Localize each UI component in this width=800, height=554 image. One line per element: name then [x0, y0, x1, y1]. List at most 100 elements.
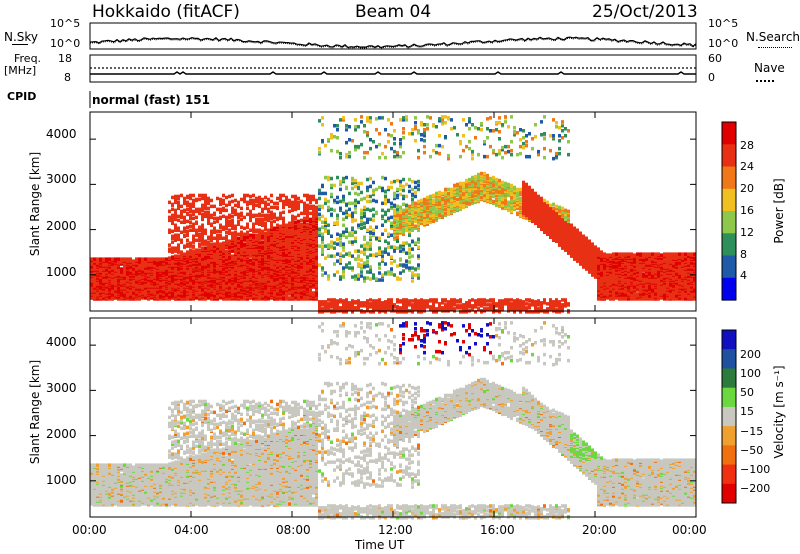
power-cell — [168, 228, 171, 232]
power-cell — [279, 211, 282, 216]
power-cell — [375, 236, 378, 240]
power-cell — [351, 230, 354, 234]
power-cell — [96, 291, 99, 295]
power-cell — [108, 270, 111, 274]
power-cell — [201, 212, 204, 217]
power-cell — [339, 233, 342, 237]
power-cell — [357, 299, 360, 303]
power-cell — [384, 219, 387, 224]
power-cell — [384, 228, 387, 232]
power-cell — [309, 263, 312, 267]
power-cell — [192, 286, 195, 290]
power-cell — [357, 262, 360, 266]
power-cell — [339, 206, 342, 211]
power-cell — [285, 231, 288, 235]
power-cell — [339, 306, 342, 310]
power-cell — [249, 286, 252, 290]
power-cell — [144, 292, 147, 296]
power-cell — [156, 293, 159, 297]
power-cell — [357, 254, 360, 258]
power-cell — [291, 214, 294, 219]
power-cell — [297, 285, 300, 289]
power-cell — [111, 281, 114, 285]
power-cell — [231, 231, 234, 235]
power-cell — [189, 216, 192, 221]
power-cell — [180, 220, 183, 224]
power-cell — [132, 259, 135, 263]
power-cell — [189, 244, 192, 248]
power-cell — [348, 207, 351, 212]
power-cell — [300, 267, 303, 271]
power-cell — [345, 252, 348, 256]
power-cell — [387, 307, 390, 311]
power-cell — [378, 116, 381, 120]
power-cell — [336, 232, 339, 236]
power-cell — [246, 212, 249, 217]
power-cell — [183, 288, 186, 292]
power-cell — [384, 210, 387, 215]
power-cell — [342, 118, 345, 122]
power-cell — [198, 253, 201, 257]
power-cell — [336, 220, 339, 224]
power-cell — [249, 228, 252, 232]
power-cell — [189, 241, 192, 245]
power-cell — [369, 270, 372, 274]
power-cell — [372, 140, 375, 144]
power-cell — [249, 198, 252, 203]
power-cell — [363, 150, 366, 155]
power-cell — [321, 204, 324, 209]
power-cell — [291, 295, 294, 299]
power-cell — [198, 248, 201, 252]
power-cell — [189, 220, 192, 224]
power-cell — [267, 213, 270, 218]
power-cell — [138, 257, 141, 261]
power-cell — [327, 306, 330, 310]
power-cell — [255, 235, 258, 239]
power-cell — [267, 207, 270, 212]
power-cell — [171, 294, 174, 298]
power-cell — [120, 278, 123, 282]
power-cell — [363, 155, 366, 160]
power-cell — [132, 288, 135, 292]
power-cell — [258, 244, 261, 248]
power-cell — [138, 273, 141, 277]
power-cell — [228, 275, 231, 279]
power-heatmap-cells — [90, 115, 696, 314]
power-cell — [192, 244, 195, 248]
power-cell — [306, 203, 309, 208]
power-cell — [375, 117, 378, 121]
power-cell — [333, 298, 336, 302]
power-cell — [354, 308, 357, 312]
power-cell — [369, 217, 372, 222]
power-cell — [174, 296, 177, 300]
power-cell — [177, 214, 180, 219]
freq-label: Freq. — [14, 52, 42, 65]
power-cell — [159, 295, 162, 299]
power-cell — [246, 193, 249, 198]
power-cell — [198, 295, 201, 299]
power-cell — [321, 252, 324, 256]
power-cell — [321, 247, 324, 251]
power-cell — [384, 128, 387, 132]
power-cell — [312, 212, 315, 217]
power-cell — [204, 239, 207, 243]
power-cbar-tick-4: 4 — [740, 269, 747, 282]
power-cell — [264, 200, 267, 205]
power-cell — [198, 225, 201, 229]
power-cell — [207, 210, 210, 215]
power-cell — [381, 304, 384, 308]
power-cell — [285, 257, 288, 261]
power-cell — [186, 207, 189, 212]
power-cell — [198, 232, 201, 236]
power-cell — [291, 240, 294, 244]
power-cell — [237, 259, 240, 263]
power-cell — [237, 275, 240, 279]
power-cell — [156, 261, 159, 265]
power-cell — [216, 233, 219, 237]
power-cell — [336, 136, 339, 140]
power-cell — [270, 199, 273, 204]
power-cell — [342, 217, 345, 222]
power-cell — [180, 250, 183, 254]
power-cell — [273, 201, 276, 206]
power-cell — [171, 202, 174, 207]
